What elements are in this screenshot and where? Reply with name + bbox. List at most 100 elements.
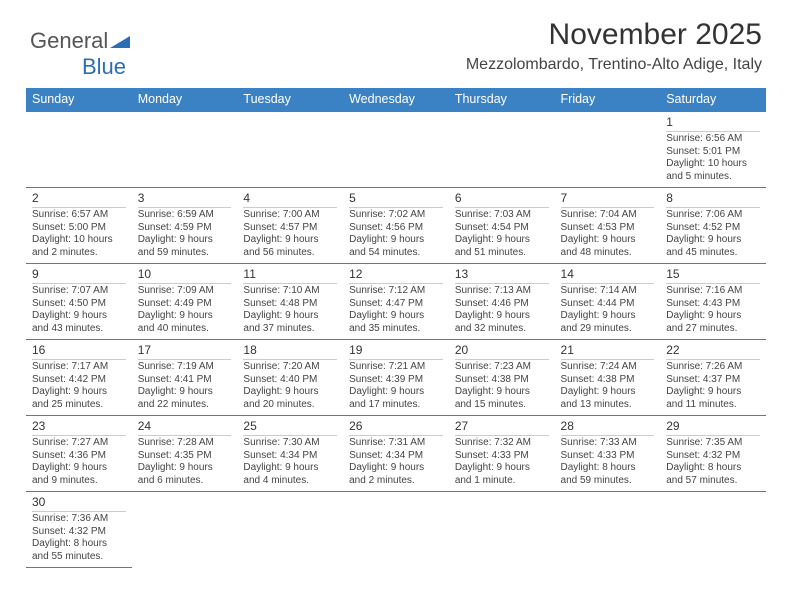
day-number: 27 [455, 419, 549, 436]
calendar-cell [237, 111, 343, 188]
day-header: Monday [132, 88, 238, 111]
page-subtitle: Mezzolombardo, Trentino-Alto Adige, Ital… [30, 56, 762, 78]
sunrise-text: Sunrise: 7:17 AM [32, 361, 126, 374]
sunrise-text: Sunrise: 7:03 AM [455, 209, 549, 222]
sunrise-text: Sunrise: 6:57 AM [32, 209, 126, 222]
daylight-text: Daylight: 9 hours and 1 minute. [455, 462, 549, 487]
logo: General Blue [30, 28, 132, 80]
calendar-cell [449, 492, 555, 568]
day-number: 18 [243, 343, 337, 360]
daylight-text: Daylight: 9 hours and 35 minutes. [349, 310, 443, 335]
day-header: Wednesday [343, 88, 449, 111]
sunrise-text: Sunrise: 7:19 AM [138, 361, 232, 374]
daylight-text: Daylight: 10 hours and 5 minutes. [666, 158, 760, 183]
sunrise-text: Sunrise: 7:23 AM [455, 361, 549, 374]
day-number: 9 [32, 267, 126, 284]
daylight-text: Daylight: 9 hours and 48 minutes. [561, 234, 655, 259]
calendar-cell: 12Sunrise: 7:12 AMSunset: 4:47 PMDayligh… [343, 264, 449, 340]
day-number: 13 [455, 267, 549, 284]
daylight-text: Daylight: 9 hours and 37 minutes. [243, 310, 337, 335]
sunrise-text: Sunrise: 7:14 AM [561, 285, 655, 298]
daylight-text: Daylight: 9 hours and 45 minutes. [666, 234, 760, 259]
day-number: 25 [243, 419, 337, 436]
sunset-text: Sunset: 4:48 PM [243, 298, 337, 311]
sunset-text: Sunset: 4:34 PM [349, 450, 443, 463]
sunrise-text: Sunrise: 7:28 AM [138, 437, 232, 450]
sunrise-text: Sunrise: 7:09 AM [138, 285, 232, 298]
sunset-text: Sunset: 5:00 PM [32, 222, 126, 235]
calendar-cell: 8Sunrise: 7:06 AMSunset: 4:52 PMDaylight… [660, 188, 766, 264]
day-number: 29 [666, 419, 760, 436]
day-number: 20 [455, 343, 549, 360]
sunset-text: Sunset: 4:33 PM [561, 450, 655, 463]
triangle-icon [110, 34, 132, 50]
sunset-text: Sunset: 4:33 PM [455, 450, 549, 463]
calendar-cell: 30Sunrise: 7:36 AMSunset: 4:32 PMDayligh… [26, 492, 132, 568]
sunset-text: Sunset: 4:52 PM [666, 222, 760, 235]
sunset-text: Sunset: 4:57 PM [243, 222, 337, 235]
sunrise-text: Sunrise: 7:35 AM [666, 437, 760, 450]
sunrise-text: Sunrise: 7:26 AM [666, 361, 760, 374]
day-number: 14 [561, 267, 655, 284]
daylight-text: Daylight: 8 hours and 59 minutes. [561, 462, 655, 487]
day-number: 15 [666, 267, 760, 284]
sunset-text: Sunset: 5:01 PM [666, 146, 760, 159]
daylight-text: Daylight: 9 hours and 2 minutes. [349, 462, 443, 487]
day-number: 26 [349, 419, 443, 436]
calendar-cell: 23Sunrise: 7:27 AMSunset: 4:36 PMDayligh… [26, 416, 132, 492]
sunset-text: Sunset: 4:38 PM [561, 374, 655, 387]
day-header: Thursday [449, 88, 555, 111]
day-number: 12 [349, 267, 443, 284]
daylight-text: Daylight: 9 hours and 4 minutes. [243, 462, 337, 487]
sunrise-text: Sunrise: 7:06 AM [666, 209, 760, 222]
calendar-cell [555, 492, 661, 568]
sunrise-text: Sunrise: 7:27 AM [32, 437, 126, 450]
daylight-text: Daylight: 9 hours and 13 minutes. [561, 386, 655, 411]
calendar-cell: 1Sunrise: 6:56 AMSunset: 5:01 PMDaylight… [660, 111, 766, 188]
calendar-cell [26, 111, 132, 188]
daylight-text: Daylight: 9 hours and 17 minutes. [349, 386, 443, 411]
sunset-text: Sunset: 4:50 PM [32, 298, 126, 311]
day-number: 4 [243, 191, 337, 208]
sunset-text: Sunset: 4:37 PM [666, 374, 760, 387]
calendar-cell: 6Sunrise: 7:03 AMSunset: 4:54 PMDaylight… [449, 188, 555, 264]
calendar-cell: 19Sunrise: 7:21 AMSunset: 4:39 PMDayligh… [343, 340, 449, 416]
day-header: Sunday [26, 88, 132, 111]
sunset-text: Sunset: 4:39 PM [349, 374, 443, 387]
daylight-text: Daylight: 9 hours and 29 minutes. [561, 310, 655, 335]
day-header: Friday [555, 88, 661, 111]
sunset-text: Sunset: 4:53 PM [561, 222, 655, 235]
calendar-cell: 9Sunrise: 7:07 AMSunset: 4:50 PMDaylight… [26, 264, 132, 340]
sunrise-text: Sunrise: 6:59 AM [138, 209, 232, 222]
sunset-text: Sunset: 4:54 PM [455, 222, 549, 235]
daylight-text: Daylight: 9 hours and 59 minutes. [138, 234, 232, 259]
sunrise-text: Sunrise: 7:02 AM [349, 209, 443, 222]
calendar-table: SundayMondayTuesdayWednesdayThursdayFrid… [26, 88, 766, 568]
day-number: 3 [138, 191, 232, 208]
sunset-text: Sunset: 4:38 PM [455, 374, 549, 387]
sunrise-text: Sunrise: 7:20 AM [243, 361, 337, 374]
day-number: 21 [561, 343, 655, 360]
sunrise-text: Sunrise: 7:32 AM [455, 437, 549, 450]
sunrise-text: Sunrise: 7:04 AM [561, 209, 655, 222]
day-number: 7 [561, 191, 655, 208]
logo-text-blue: Blue [82, 54, 126, 79]
calendar-cell [132, 111, 238, 188]
calendar-cell: 13Sunrise: 7:13 AMSunset: 4:46 PMDayligh… [449, 264, 555, 340]
calendar-cell [343, 492, 449, 568]
daylight-text: Daylight: 8 hours and 55 minutes. [32, 538, 126, 563]
sunset-text: Sunset: 4:41 PM [138, 374, 232, 387]
sunset-text: Sunset: 4:47 PM [349, 298, 443, 311]
calendar-cell: 27Sunrise: 7:32 AMSunset: 4:33 PMDayligh… [449, 416, 555, 492]
sunset-text: Sunset: 4:36 PM [32, 450, 126, 463]
day-number: 17 [138, 343, 232, 360]
daylight-text: Daylight: 10 hours and 2 minutes. [32, 234, 126, 259]
daylight-text: Daylight: 8 hours and 57 minutes. [666, 462, 760, 487]
day-number: 11 [243, 267, 337, 284]
calendar-cell: 5Sunrise: 7:02 AMSunset: 4:56 PMDaylight… [343, 188, 449, 264]
sunrise-text: Sunrise: 7:24 AM [561, 361, 655, 374]
sunrise-text: Sunrise: 6:56 AM [666, 133, 760, 146]
calendar-cell: 18Sunrise: 7:20 AMSunset: 4:40 PMDayligh… [237, 340, 343, 416]
daylight-text: Daylight: 9 hours and 54 minutes. [349, 234, 443, 259]
daylight-text: Daylight: 9 hours and 56 minutes. [243, 234, 337, 259]
